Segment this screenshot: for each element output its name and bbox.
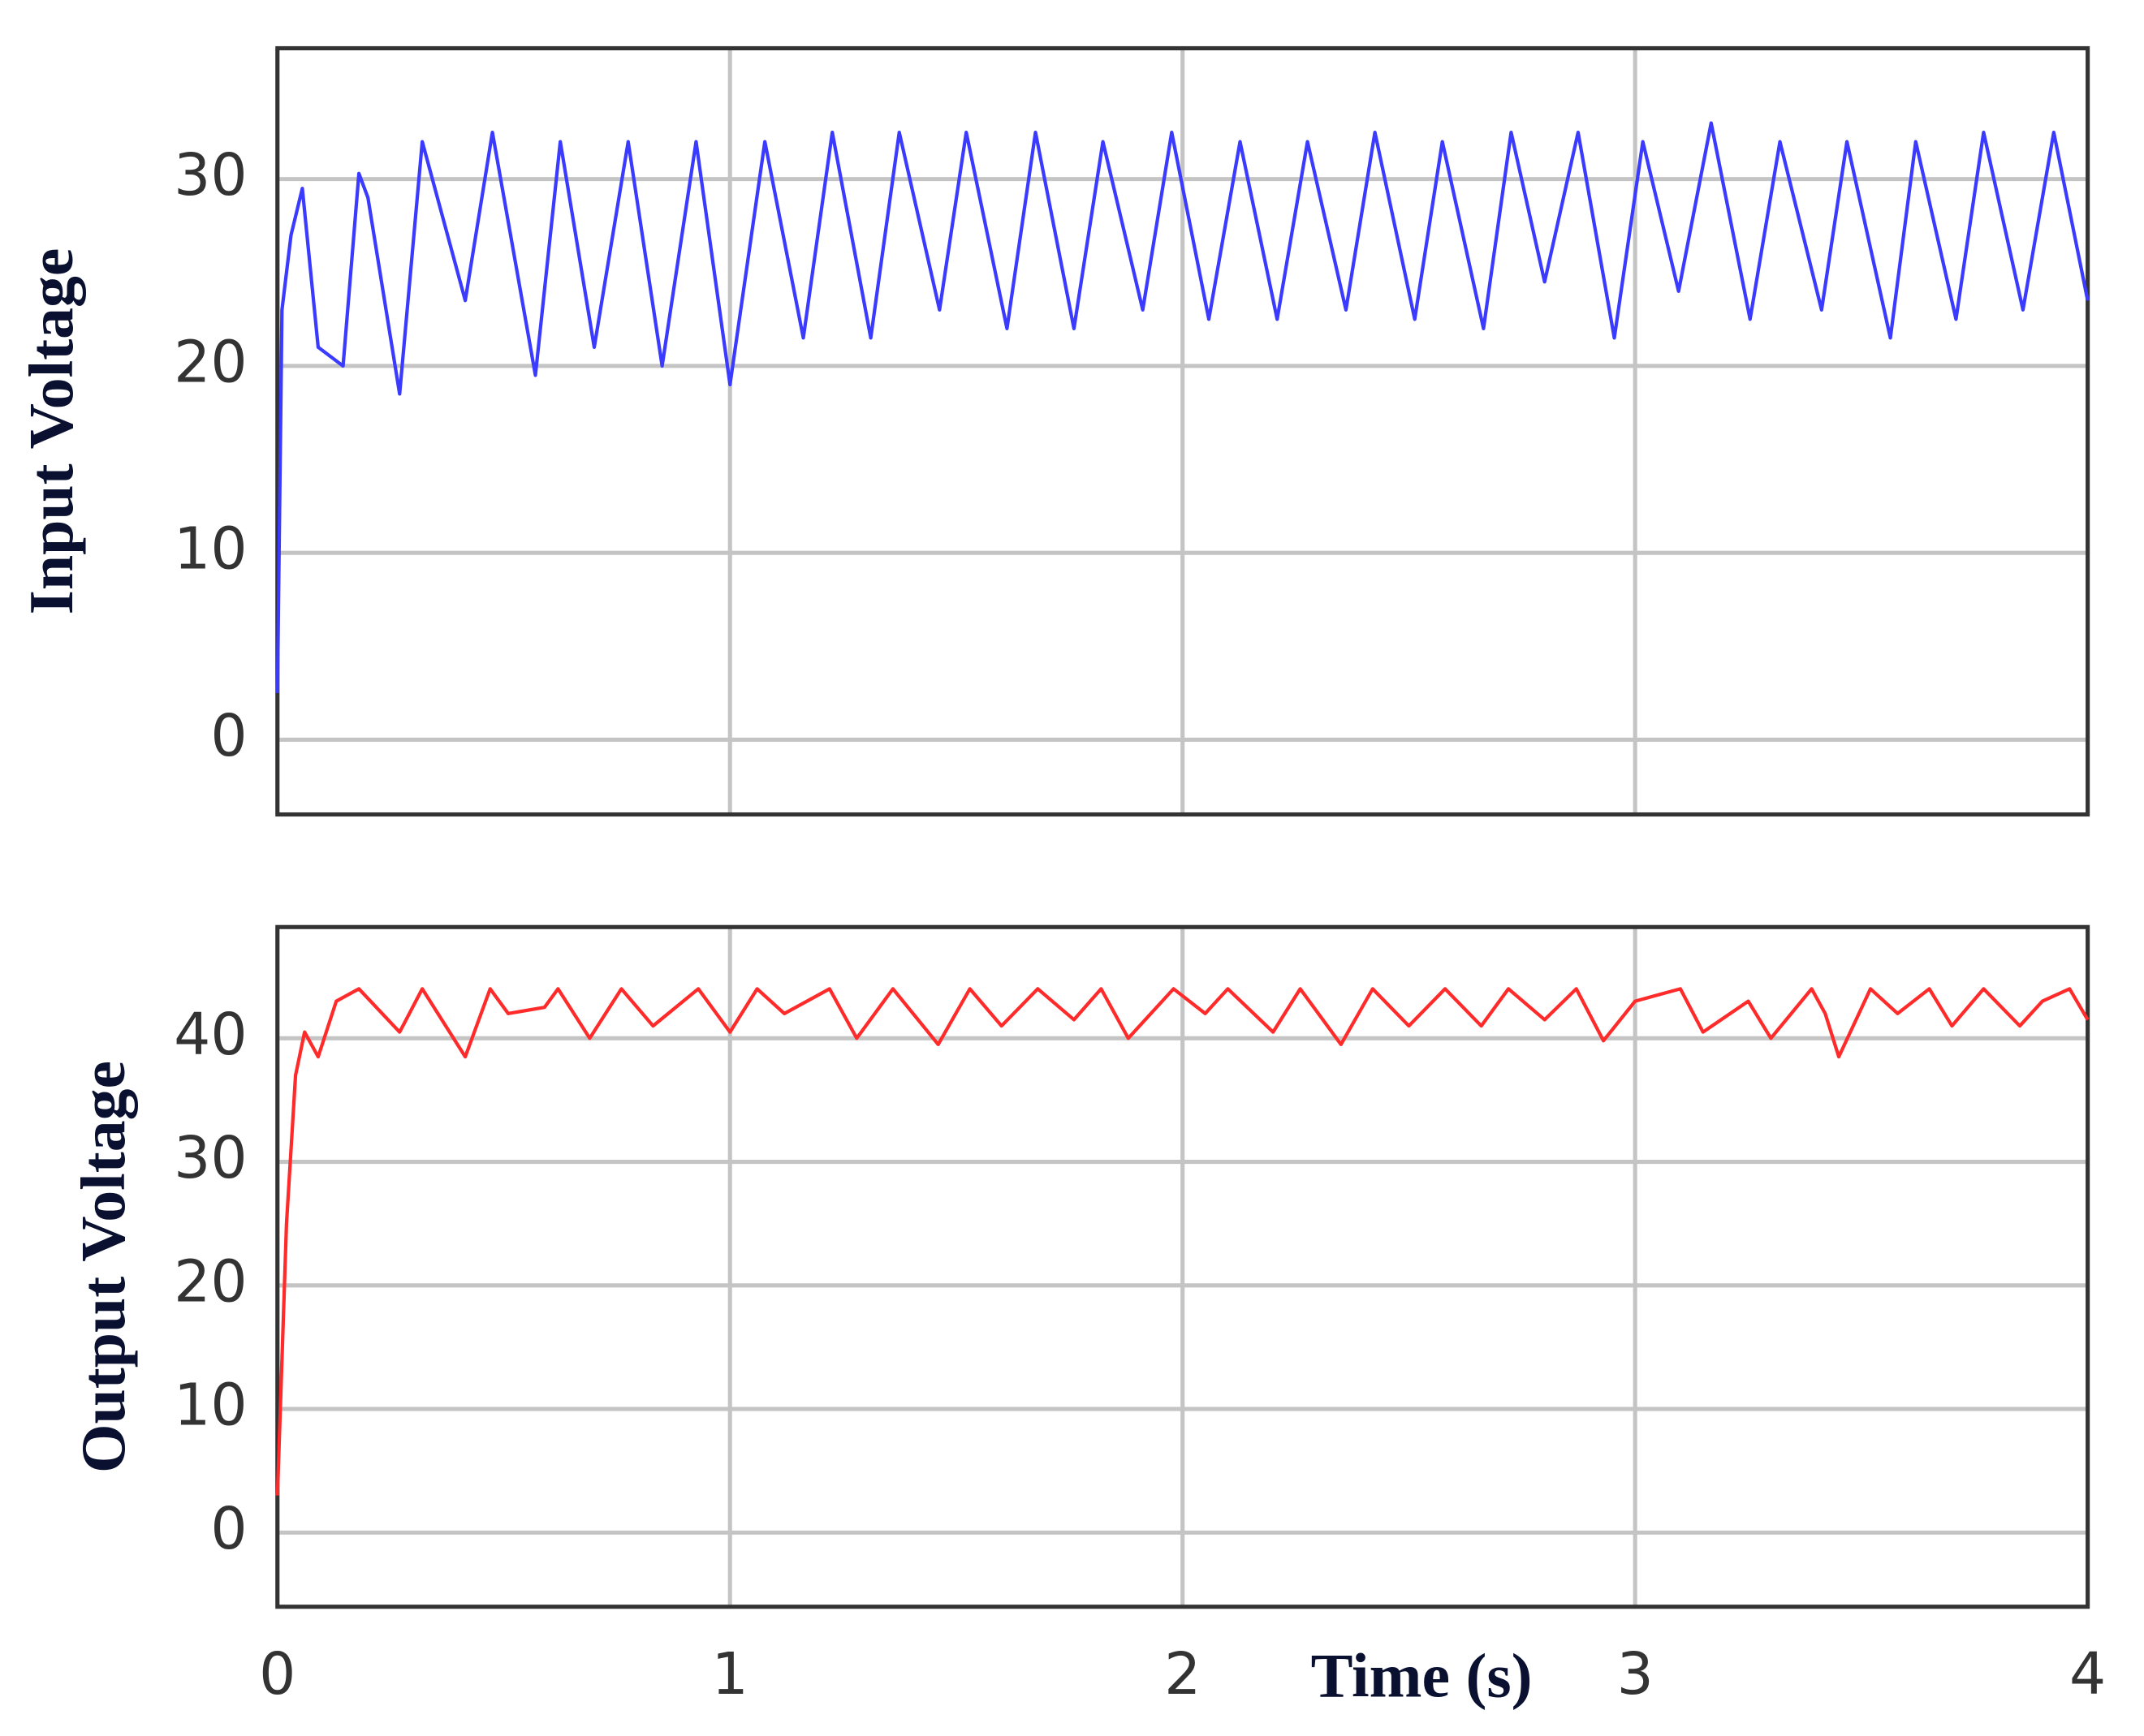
- y-tick-label: 20: [174, 328, 247, 395]
- x-tick-label: 1: [712, 1640, 748, 1708]
- x-tick-label: 2: [1164, 1640, 1201, 1708]
- y-tick-label: 10: [174, 515, 247, 583]
- x-tick-label: 4: [2069, 1640, 2106, 1708]
- y-tick-label: 30: [174, 1124, 247, 1191]
- x-tick-label: 3: [1617, 1640, 1654, 1708]
- y-tick-label: 20: [174, 1247, 247, 1315]
- y-tick-label: 40: [174, 1001, 247, 1068]
- plot-frame: [275, 924, 2090, 1609]
- data-line: [275, 121, 2090, 693]
- y-axis-label: Output Voltage: [68, 1061, 138, 1473]
- data-line: [275, 987, 2090, 1496]
- x-axis-label: Time (s): [1311, 1641, 1533, 1711]
- y-tick-label: 0: [210, 1495, 247, 1562]
- y-axis-label: Input Voltage: [16, 248, 86, 615]
- y-tick-label: 0: [210, 702, 247, 769]
- plot-frame: [275, 45, 2090, 817]
- y-tick-label: 10: [174, 1372, 247, 1439]
- x-tick-label: 0: [259, 1640, 296, 1708]
- y-tick-label: 30: [174, 141, 247, 209]
